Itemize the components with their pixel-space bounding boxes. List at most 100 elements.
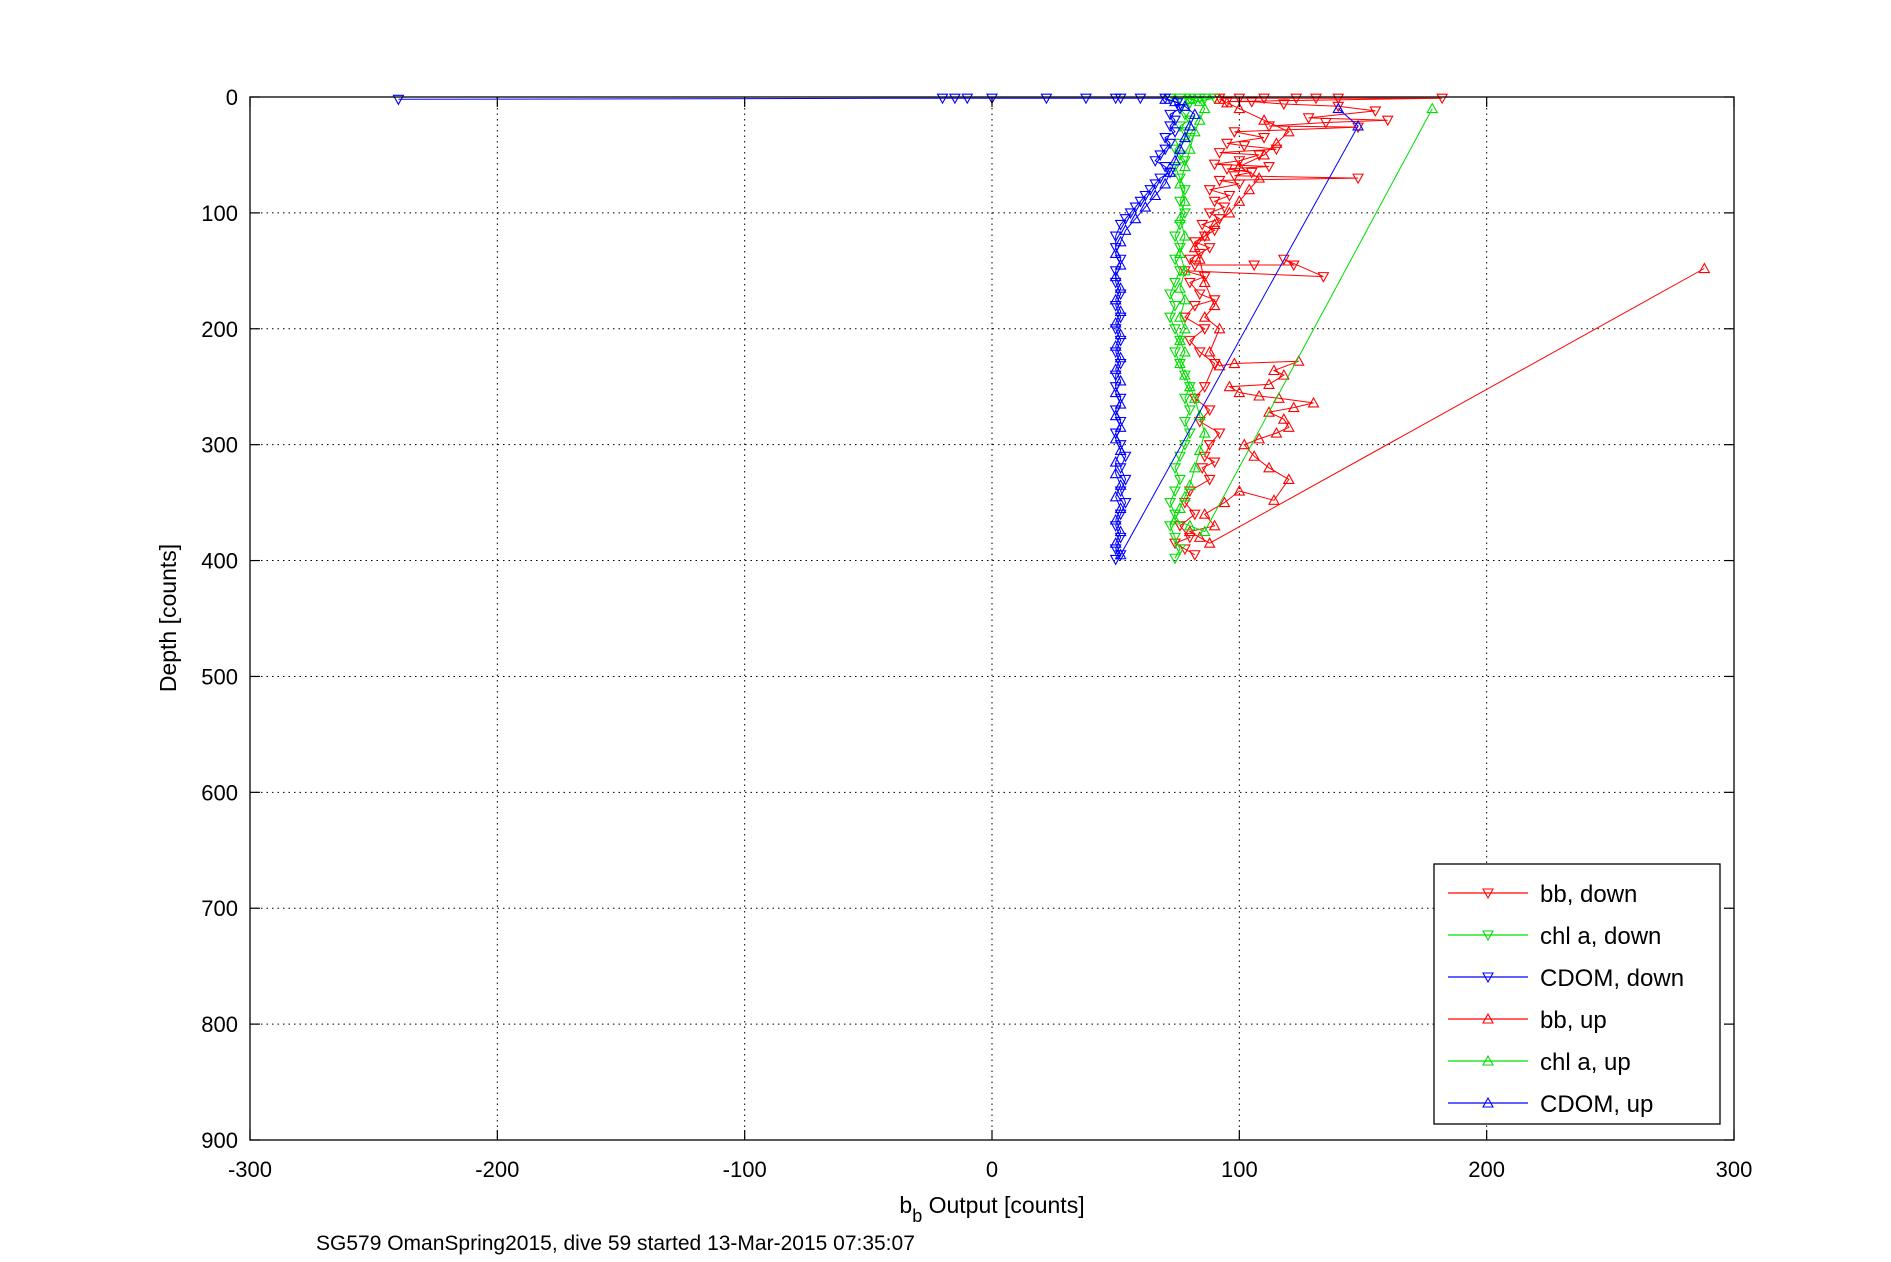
data-point bbox=[1154, 173, 1167, 185]
data-point bbox=[1307, 396, 1320, 408]
data-point bbox=[1183, 519, 1196, 531]
series-line bbox=[1174, 98, 1433, 533]
data-point bbox=[1178, 393, 1191, 405]
data-point bbox=[1188, 125, 1201, 137]
legend-label: CDOM, down bbox=[1540, 965, 1684, 992]
data-point bbox=[1114, 548, 1127, 560]
data-point bbox=[1188, 260, 1201, 272]
data-point bbox=[1174, 243, 1186, 254]
x-axis-label: bb Output [counts] bbox=[899, 1192, 1084, 1226]
data-point bbox=[1124, 208, 1137, 220]
data-point bbox=[1188, 550, 1201, 561]
data-point bbox=[1109, 490, 1122, 502]
data-point bbox=[1188, 509, 1201, 521]
data-point bbox=[1208, 519, 1221, 531]
y-tick-label: 200 bbox=[201, 317, 238, 342]
data-point bbox=[1169, 463, 1181, 474]
data-point bbox=[1164, 138, 1177, 150]
data-point bbox=[1233, 156, 1246, 167]
data-point bbox=[1282, 421, 1295, 432]
legend-marker bbox=[1482, 1012, 1494, 1024]
data-point bbox=[1178, 264, 1191, 276]
data-point bbox=[1213, 428, 1226, 440]
legend-box bbox=[1433, 863, 1721, 1125]
data-point bbox=[1159, 93, 1172, 104]
data-point bbox=[1253, 432, 1266, 444]
data-point bbox=[1193, 95, 1206, 107]
data-point bbox=[1119, 224, 1132, 235]
data-point bbox=[1159, 144, 1172, 156]
x-tick-label: -300 bbox=[228, 1157, 272, 1182]
data-point bbox=[1238, 141, 1251, 152]
y-tick-label: 500 bbox=[201, 664, 238, 689]
data-point bbox=[1114, 93, 1127, 105]
data-point bbox=[1169, 553, 1181, 565]
data-point bbox=[1302, 113, 1315, 124]
data-point bbox=[1134, 93, 1147, 105]
data-point bbox=[1183, 479, 1196, 490]
data-point bbox=[1203, 440, 1216, 451]
data-point bbox=[1174, 143, 1186, 154]
series-cdom-up bbox=[1109, 93, 1364, 560]
data-point bbox=[1169, 154, 1181, 166]
data-point bbox=[1228, 357, 1241, 369]
data-point bbox=[1134, 196, 1147, 208]
data-point bbox=[1213, 93, 1226, 104]
data-point bbox=[1258, 148, 1271, 160]
data-point bbox=[1129, 202, 1142, 214]
data-point bbox=[1188, 241, 1201, 253]
data-point bbox=[1178, 156, 1191, 167]
legend-marker bbox=[1482, 1096, 1494, 1108]
data-point bbox=[1178, 100, 1191, 111]
legend-item-chl-a-up: chl a, up bbox=[1448, 1049, 1631, 1076]
chart-caption: SG579 OmanSpring2015, dive 59 started 13… bbox=[316, 1232, 915, 1255]
data-point bbox=[1263, 406, 1275, 417]
data-point bbox=[1178, 322, 1191, 334]
data-point bbox=[1178, 131, 1191, 143]
legend-item-bb-up: bb, up bbox=[1448, 1007, 1607, 1034]
data-point bbox=[1174, 474, 1186, 486]
data-point bbox=[1164, 109, 1177, 121]
data-point bbox=[1080, 93, 1092, 105]
y-axis-label: Depth [counts] bbox=[155, 544, 181, 692]
data-point bbox=[948, 93, 961, 105]
data-point bbox=[1164, 121, 1177, 133]
data-point bbox=[1277, 413, 1290, 424]
x-tick-label: -100 bbox=[723, 1157, 767, 1182]
legend-item-chl-a-down: chl a, down bbox=[1448, 923, 1661, 950]
data-point bbox=[1178, 369, 1191, 380]
data-point bbox=[1198, 93, 1211, 105]
data-point bbox=[1114, 305, 1127, 316]
legend-item-cdom-up: CDOM, up bbox=[1448, 1091, 1653, 1118]
data-point bbox=[1196, 463, 1209, 474]
data-point bbox=[1282, 473, 1295, 484]
data-point bbox=[1233, 484, 1246, 496]
data-point bbox=[1164, 166, 1177, 177]
data-point bbox=[1221, 164, 1233, 175]
data-point bbox=[1352, 119, 1364, 131]
data-point bbox=[1188, 461, 1201, 473]
data-point bbox=[1109, 554, 1122, 566]
data-point bbox=[1183, 254, 1196, 266]
data-point bbox=[986, 93, 998, 105]
data-point bbox=[1213, 322, 1226, 334]
data-point bbox=[1154, 150, 1167, 162]
series-line bbox=[1169, 97, 1215, 559]
data-point bbox=[1213, 175, 1226, 187]
data-point bbox=[1208, 299, 1221, 311]
data-point bbox=[1174, 451, 1186, 463]
data-point bbox=[1169, 347, 1181, 359]
data-point bbox=[1178, 185, 1191, 196]
legend-item-bb-down: bb, down bbox=[1448, 881, 1637, 908]
data-point bbox=[1198, 525, 1211, 537]
data-point bbox=[1109, 293, 1122, 305]
y-tick-label: 800 bbox=[201, 1012, 238, 1037]
legend-label: bb, down bbox=[1540, 881, 1637, 908]
data-point bbox=[1198, 311, 1211, 322]
y-tick-label: 100 bbox=[201, 201, 238, 226]
data-point bbox=[392, 94, 405, 106]
data-point bbox=[1332, 93, 1345, 105]
data-point bbox=[1233, 386, 1246, 398]
data-point bbox=[1109, 231, 1122, 243]
